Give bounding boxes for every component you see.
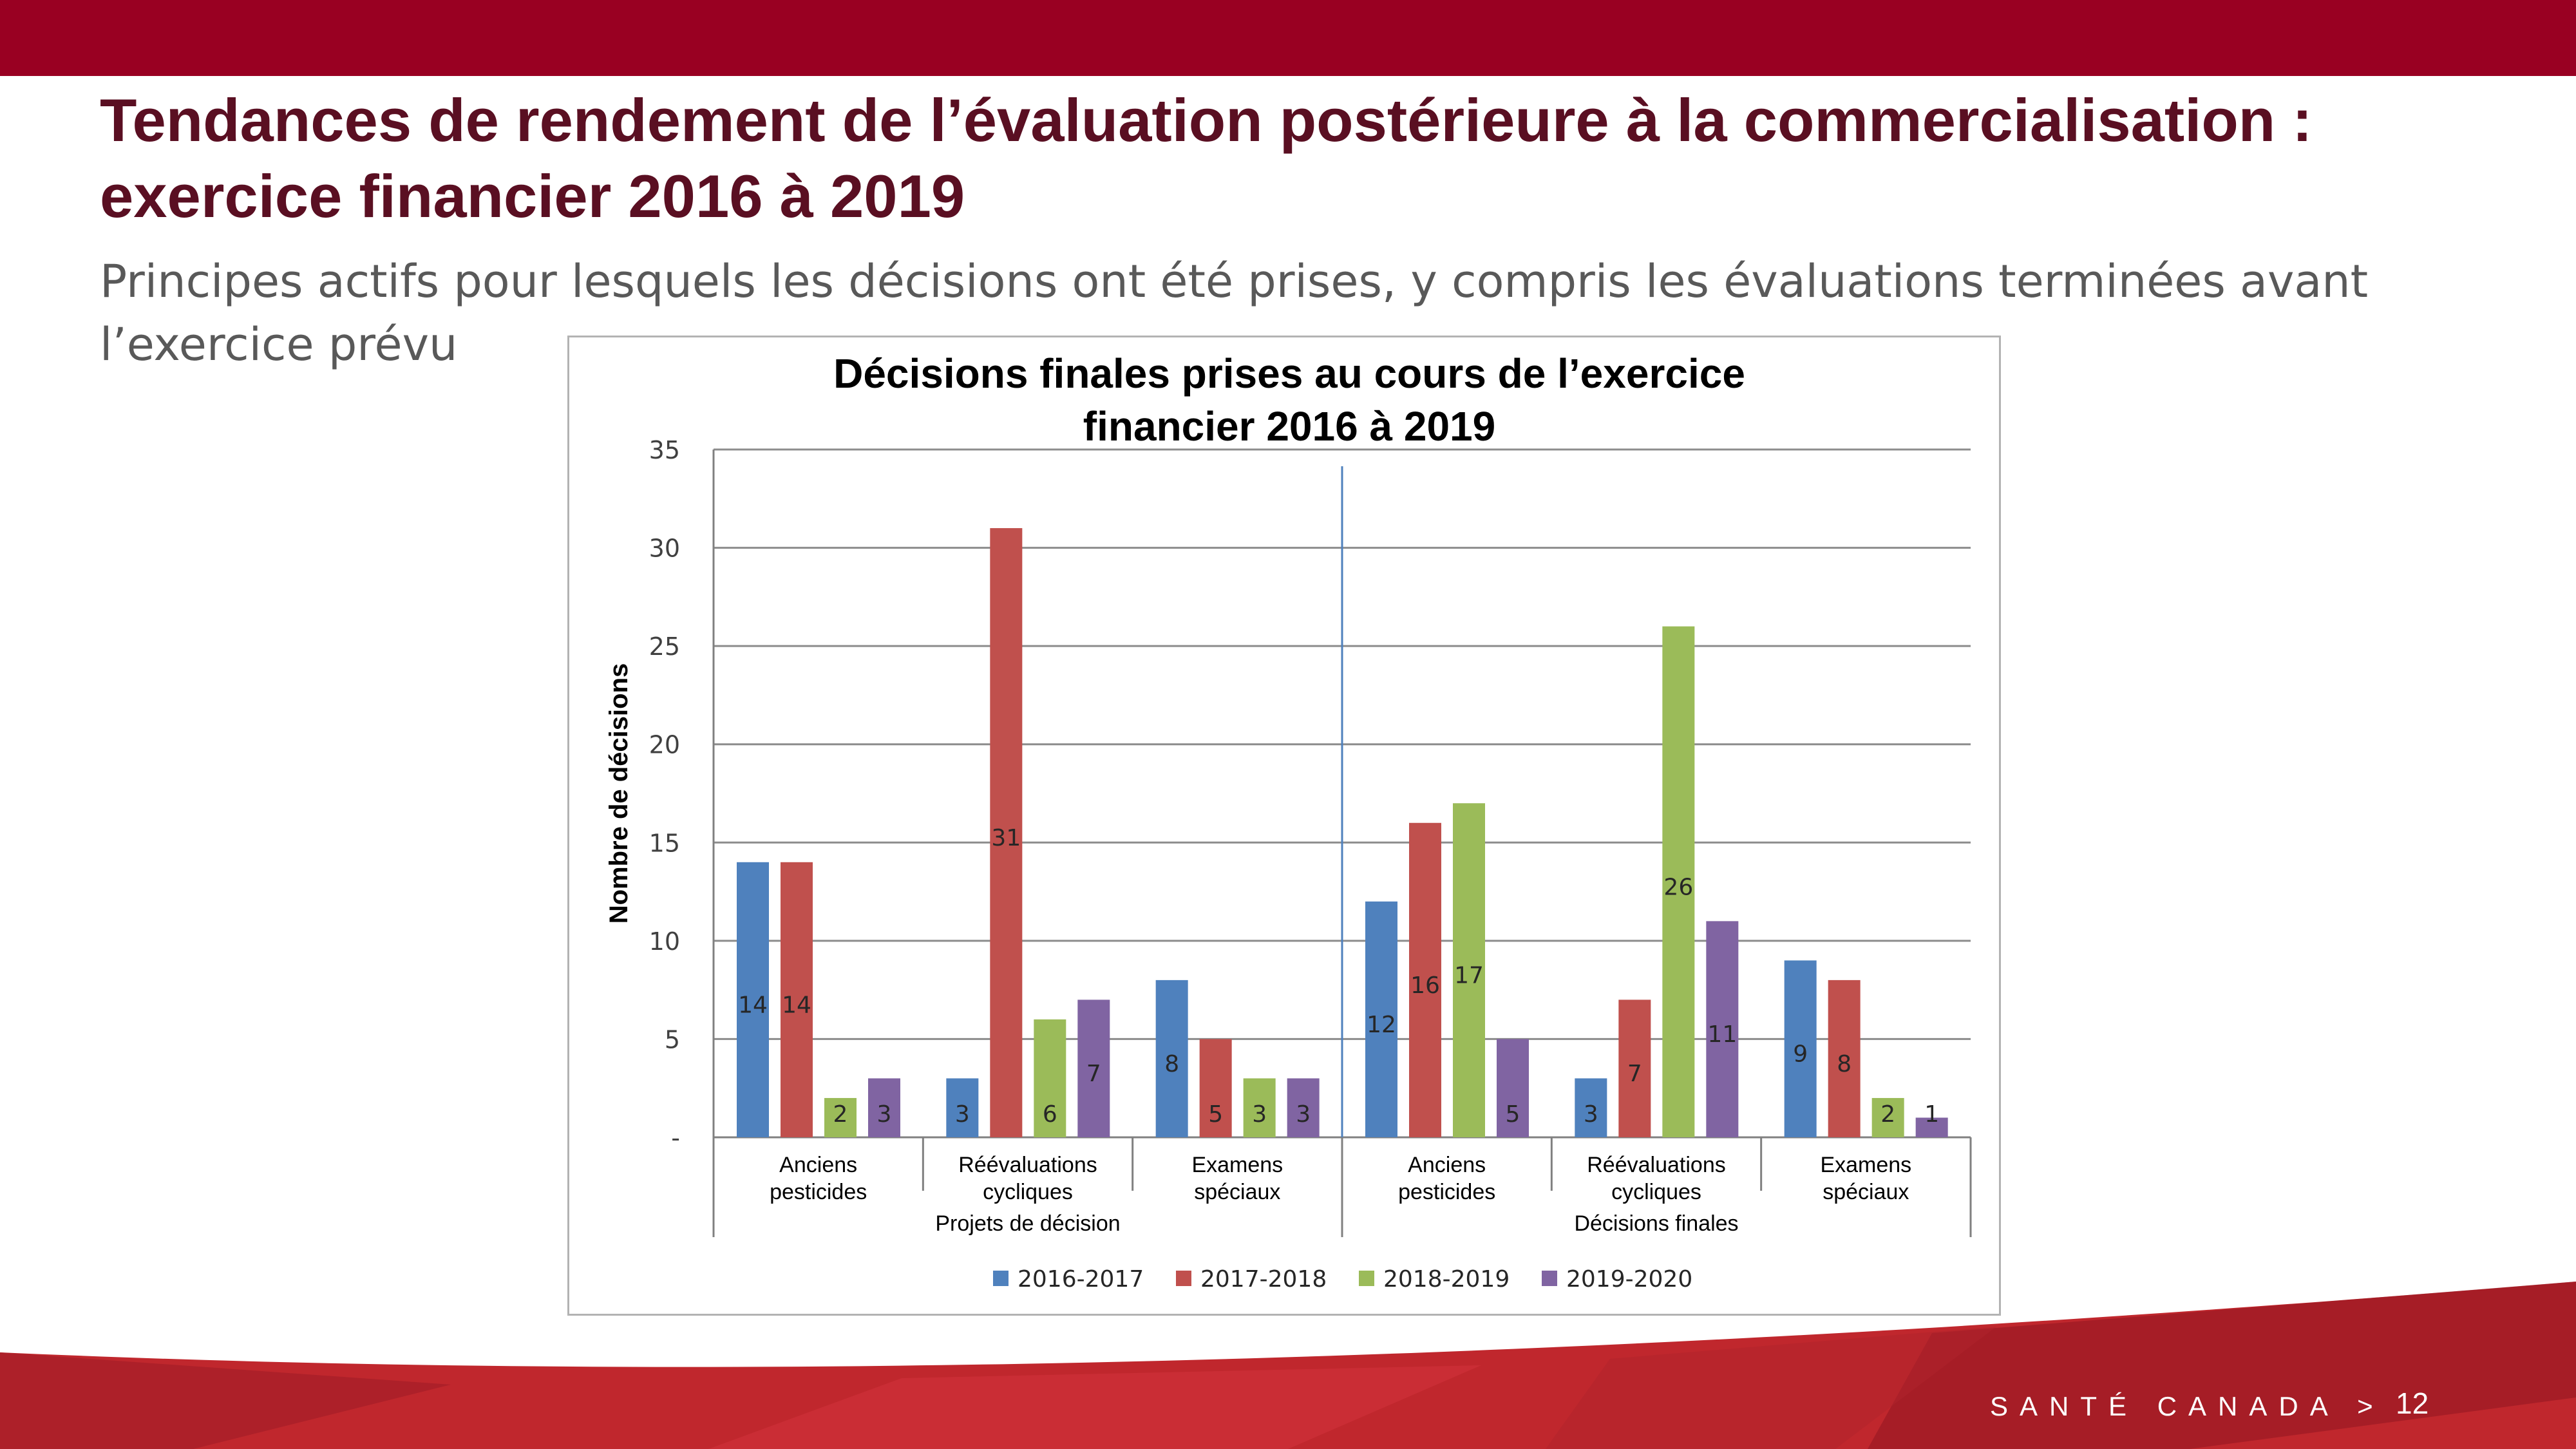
category-label-line: Examens	[1191, 1153, 1283, 1177]
legend-swatch	[1542, 1271, 1557, 1286]
data-label: 11	[1707, 1021, 1737, 1048]
group-label: Projets de décision	[935, 1211, 1120, 1236]
data-label: 2	[1880, 1101, 1895, 1128]
bar	[1409, 822, 1441, 1137]
slide-subtitle: Principes actifs pour lesquels les décis…	[100, 255, 2369, 371]
data-label: 26	[1663, 874, 1693, 900]
category-label-line: Examens	[1820, 1153, 1911, 1177]
category-label-line: cycliques	[1611, 1180, 1701, 1204]
category-label-line: Anciens	[1408, 1153, 1486, 1177]
legend-label: 2019-2020	[1566, 1266, 1692, 1293]
category-label-line: Réévaluations	[958, 1153, 1097, 1177]
category-label-line: cycliques	[983, 1180, 1073, 1204]
bar	[1828, 980, 1861, 1137]
y-tick-label: 25	[649, 632, 680, 661]
data-label: 12	[1367, 1012, 1396, 1038]
bar	[868, 1078, 900, 1137]
chart-title-line-1: Décisions finales prises au cours de l’e…	[833, 350, 1745, 397]
data-label: 16	[1410, 972, 1440, 999]
data-label: 1	[1924, 1101, 1939, 1128]
bar-chart: Décisions finales prises au cours de l’e…	[605, 350, 1972, 1293]
bar	[1287, 1078, 1320, 1137]
footer-band	[0, 1282, 2576, 1449]
bar	[737, 862, 769, 1137]
category-label-line: spéciaux	[1194, 1180, 1280, 1204]
legend-swatch	[1176, 1271, 1191, 1286]
data-label: 17	[1454, 963, 1484, 989]
y-tick-label: 5	[665, 1025, 680, 1054]
y-tick-label: 35	[649, 436, 680, 464]
footer-brand-text: SANTÉ CANADA >	[1990, 1391, 2385, 1421]
bar	[946, 1078, 979, 1137]
chart-frame: Décisions finales prises au cours de l’e…	[567, 336, 2001, 1316]
y-tick-label: 20	[649, 731, 680, 759]
category-label-line: Réévaluations	[1587, 1153, 1725, 1177]
slide-title-line-1: Tendances de rendement de l’évaluation p…	[100, 86, 2313, 154]
data-label: 9	[1793, 1041, 1808, 1068]
data-label: 2	[833, 1101, 848, 1128]
category-label-line: Anciens	[779, 1153, 857, 1177]
slide-title-line-2: exercice financier 2016 à 2019	[100, 162, 965, 230]
data-label: 31	[991, 825, 1021, 851]
bar	[1706, 921, 1739, 1137]
bar	[1915, 1117, 1948, 1137]
chart-title-line-2: financier 2016 à 2019	[1083, 403, 1495, 450]
bar	[1243, 1078, 1276, 1137]
data-label: 5	[1506, 1101, 1520, 1128]
category-label-line: pesticides	[770, 1180, 867, 1204]
data-label: 7	[1086, 1061, 1101, 1087]
data-label: 14	[782, 992, 811, 1018]
data-label: 3	[1296, 1101, 1311, 1128]
bar	[1453, 803, 1485, 1137]
data-label: 5	[1208, 1101, 1223, 1128]
bar	[1034, 1019, 1066, 1137]
y-tick-label: -	[671, 1124, 680, 1152]
legend-label: 2017-2018	[1200, 1266, 1327, 1293]
data-label: 7	[1627, 1061, 1642, 1087]
y-tick-label: 10	[649, 927, 680, 956]
bar	[1199, 1039, 1232, 1137]
bar	[1784, 960, 1817, 1137]
category-label-line: pesticides	[1398, 1180, 1495, 1204]
bar	[1871, 1097, 1904, 1137]
top-banner	[0, 0, 2576, 76]
bar	[1155, 980, 1188, 1137]
page-number: 12	[2396, 1387, 2429, 1420]
legend-swatch	[993, 1271, 1009, 1286]
y-axis-title: Nombre de décisions	[605, 663, 633, 924]
data-label: 3	[955, 1101, 970, 1128]
data-label: 8	[1164, 1051, 1179, 1077]
legend-swatch	[1359, 1271, 1374, 1286]
data-label: 3	[877, 1101, 892, 1128]
y-tick-label: 15	[649, 829, 680, 857]
data-label: 8	[1837, 1051, 1852, 1077]
bar	[1662, 626, 1695, 1137]
bar	[1497, 1039, 1529, 1137]
bar	[781, 862, 813, 1137]
data-label: 3	[1252, 1101, 1267, 1128]
slide-title: Tendances de rendement de l’évaluation p…	[100, 82, 2515, 234]
data-label: 3	[1584, 1101, 1598, 1128]
category-label-line: spéciaux	[1823, 1180, 1909, 1204]
bar	[1575, 1078, 1607, 1137]
legend-label: 2016-2017	[1018, 1266, 1144, 1293]
bar	[1365, 901, 1397, 1137]
legend-label: 2018-2019	[1383, 1266, 1510, 1293]
data-label: 14	[738, 992, 768, 1018]
group-label: Décisions finales	[1574, 1211, 1738, 1236]
bar	[990, 528, 1023, 1137]
bar	[824, 1097, 857, 1137]
data-label: 6	[1043, 1101, 1057, 1128]
y-tick-label: 30	[649, 535, 680, 563]
bar	[1618, 999, 1651, 1137]
bar	[1077, 999, 1110, 1137]
